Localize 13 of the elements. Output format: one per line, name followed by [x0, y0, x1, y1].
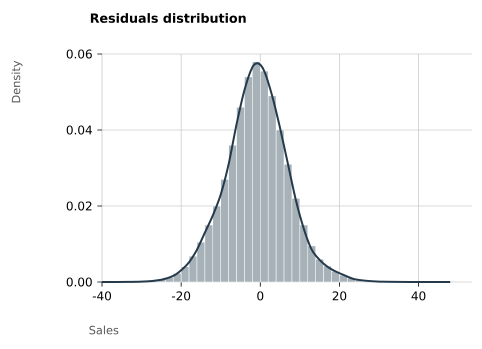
x-tick-label: -20: [172, 291, 190, 300]
x-tick-label: 40: [412, 291, 426, 300]
line-series: [101, 62, 452, 284]
y-axis-title: Density: [12, 60, 22, 102]
x-axis-title: Sales: [89, 326, 118, 334]
chart-title: Residuals distribution: [90, 13, 246, 23]
x-tick-label: -40: [92, 291, 112, 300]
y-tick-label: 0.04: [66, 125, 92, 135]
y-tick-label: 0.06: [66, 49, 92, 59]
y-tick-label: 0.02: [66, 201, 92, 211]
x-tick-label: 20: [332, 291, 346, 300]
y-tick-label: 0.00: [66, 277, 92, 287]
x-tick-label: 0: [257, 291, 264, 300]
